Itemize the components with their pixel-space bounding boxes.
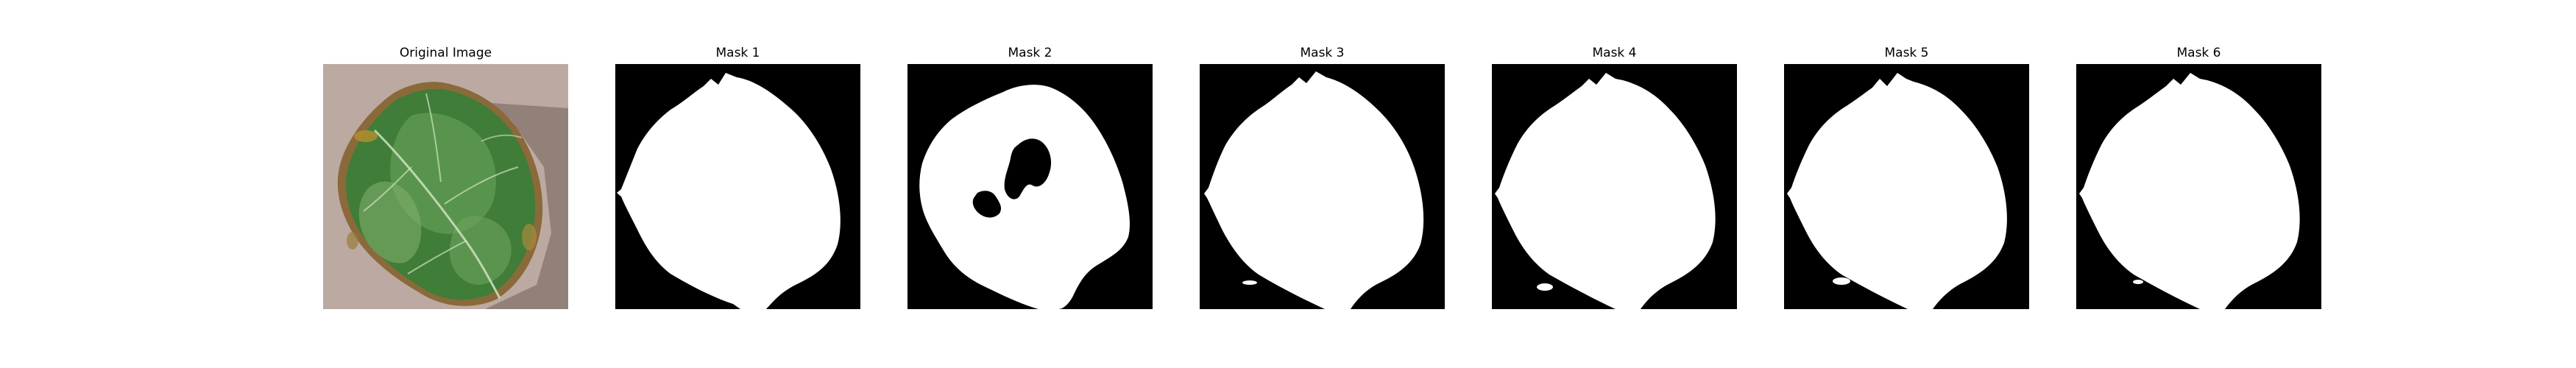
mask-1-image: [615, 64, 860, 309]
mask-2-image: [907, 64, 1153, 309]
mask-3-title: Mask 3: [1300, 46, 1345, 60]
mask-1-title: Mask 1: [715, 46, 760, 60]
original-image-title: Original Image: [399, 46, 492, 60]
mask-4-image: [1492, 64, 1737, 309]
original-leaf-photo: [323, 64, 568, 309]
mask-5-title: Mask 5: [1884, 46, 1929, 60]
mask-6-image: [2076, 64, 2321, 309]
mask-5-image: [1784, 64, 2029, 309]
mask-6-title: Mask 6: [2176, 46, 2221, 60]
mask-4-title: Mask 4: [1592, 46, 1637, 60]
mask-3-image: [1200, 64, 1445, 309]
mask-2-title: Mask 2: [1008, 46, 1052, 60]
